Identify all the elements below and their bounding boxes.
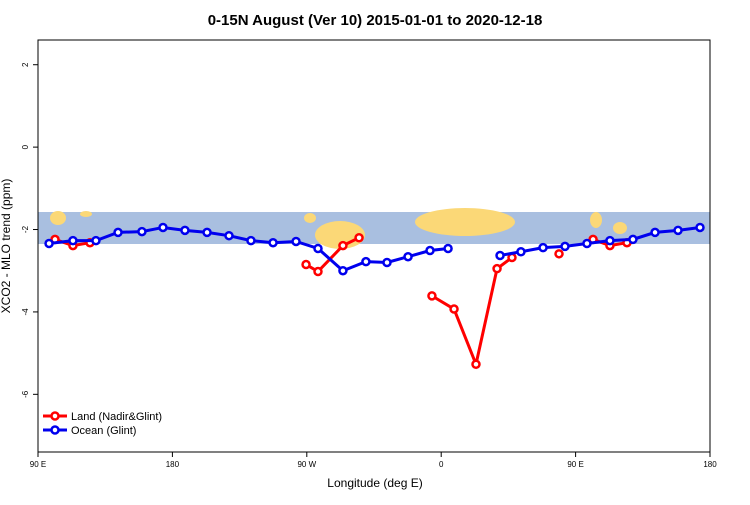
point	[68, 235, 78, 246]
point	[673, 225, 683, 236]
point	[113, 227, 123, 238]
point	[443, 243, 453, 254]
land-shape	[304, 213, 316, 223]
point	[361, 256, 371, 267]
land-shape	[50, 211, 66, 225]
point	[538, 242, 548, 253]
point	[354, 233, 364, 243]
point	[582, 238, 592, 249]
point	[313, 266, 323, 277]
point	[471, 359, 481, 369]
x-tick-label: 90 W	[297, 460, 316, 469]
point	[695, 222, 705, 233]
y-tick-label: -4	[21, 308, 30, 316]
map-strip	[38, 208, 710, 249]
x-tick-label: 90 E	[567, 460, 583, 469]
point	[492, 263, 502, 274]
point	[246, 235, 256, 246]
land-shape	[80, 211, 92, 217]
point	[338, 240, 348, 251]
plot-frame	[37, 39, 711, 453]
series-line	[54, 236, 628, 370]
point	[403, 251, 413, 262]
point	[425, 245, 435, 256]
point	[382, 257, 392, 268]
point	[137, 226, 147, 237]
point	[605, 235, 615, 246]
legend-label: Land (Nadir&Glint)	[71, 411, 162, 423]
point	[291, 236, 301, 247]
legend-marker	[50, 425, 60, 435]
y-tick-label: 0	[21, 144, 30, 149]
point	[44, 238, 54, 249]
point	[560, 241, 570, 252]
point	[313, 243, 323, 254]
point	[180, 225, 190, 236]
land-shape	[590, 212, 602, 228]
y-tick-label: 2	[21, 62, 30, 67]
x-tick-label: 180	[166, 460, 180, 469]
legend-marker	[50, 411, 60, 421]
x-tick-label: 0	[439, 460, 444, 469]
point	[202, 227, 212, 238]
y-tick-label: -2	[21, 225, 30, 233]
point	[427, 291, 437, 301]
point	[338, 265, 348, 276]
point	[224, 230, 234, 241]
point	[91, 235, 101, 246]
y-tick-label: -6	[21, 390, 30, 398]
point	[449, 304, 459, 314]
land-shape	[415, 208, 515, 236]
point	[650, 227, 660, 238]
point	[554, 249, 564, 259]
x-tick-label: 180	[703, 460, 717, 469]
point	[301, 259, 311, 270]
point	[516, 247, 526, 257]
point	[158, 222, 168, 233]
point	[628, 234, 638, 245]
point	[268, 237, 278, 248]
chart-title: 0-15N August (Ver 10) 2015-01-01 to 2020…	[208, 12, 543, 29]
point	[495, 250, 505, 261]
legend-label: Ocean (Glint)	[71, 425, 136, 437]
x-axis-label: Longitude (deg E)	[327, 476, 422, 490]
y-axis-label: XCO2 - MLO trend (ppm)	[0, 179, 13, 314]
x-tick-label: 90 E	[30, 460, 46, 469]
land-shape	[613, 222, 627, 234]
